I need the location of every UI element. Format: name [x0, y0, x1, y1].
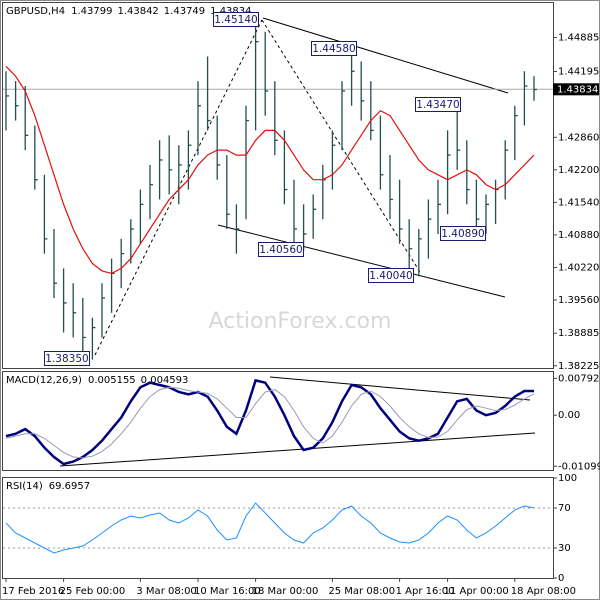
annotation: 1.40890	[440, 226, 486, 241]
annotation: 1.40560	[258, 242, 304, 257]
y-tick-label: 1.40220	[558, 262, 599, 273]
current-price-box	[553, 83, 599, 96]
rsi-panel	[2, 477, 554, 579]
annotation: 1.44580	[311, 41, 357, 56]
header-value: 0.004593	[141, 375, 189, 386]
y-tick-label: 1.44885	[558, 33, 599, 44]
annotation: 1.40040	[368, 268, 414, 283]
y-tick-label: 1.41540	[558, 197, 599, 208]
annotation: 1.38350	[44, 351, 90, 366]
series-line	[5, 502, 535, 554]
annotations: 1.45140 1.44580 1.43470 1.40560 1.40040 …	[44, 12, 486, 366]
y-tick-label: 0.007924	[558, 373, 600, 384]
x-tick-label: 25 Mar 08:00	[328, 586, 395, 597]
header-value: 1.43799	[71, 6, 112, 17]
annotation-label: 1.40040	[369, 270, 412, 282]
header-value: 1.43749	[164, 6, 205, 17]
y-tick-label: 30	[558, 543, 571, 554]
moving-average	[5, 65, 535, 275]
panel-title: MACD(12,26,9)	[6, 375, 82, 386]
panel-title: GBPUSD,H4	[6, 6, 65, 17]
trend-line	[59, 432, 536, 467]
price-panel	[2, 2, 554, 369]
x-tick-label: 3 Mar 08:00	[136, 586, 196, 597]
y-tick-label: 0	[558, 573, 564, 584]
annotation-label: 1.40560	[259, 244, 302, 256]
x-tick-label: 11 Apr 00:00	[444, 586, 509, 597]
trend-line	[261, 19, 421, 273]
y-tick-label: -0.010996	[558, 461, 600, 472]
header-value: 0.005155	[88, 375, 136, 386]
annotation-label: 1.45140	[214, 14, 257, 26]
trend-line	[217, 224, 506, 298]
annotation: 1.45140	[213, 12, 259, 27]
annotation-label: 1.43470	[416, 99, 459, 111]
y-tick-label: 1.38885	[558, 328, 599, 339]
trend-line	[262, 17, 509, 94]
header-value: 1.43834	[210, 6, 251, 17]
series-line	[5, 386, 535, 459]
x-tick-label: 10 Mar 16:00	[194, 586, 261, 597]
current-price-label: 1.43834	[557, 84, 598, 95]
annotation-label: 1.44580	[312, 43, 355, 55]
x-tick-label: 17 Feb 2016	[2, 586, 64, 597]
x-tick-label: 18 Apr 08:00	[511, 586, 576, 597]
y-tick-label: 1.39560	[558, 295, 599, 306]
trend-line	[269, 376, 531, 401]
annotation-label: 1.38350	[45, 353, 88, 365]
header-value: 69.6957	[49, 481, 90, 492]
annotation: 1.43470	[415, 97, 461, 112]
y-tick-label: 100	[558, 473, 577, 484]
y-tick-label: 1.44195	[558, 67, 599, 78]
x-tick-label: 1 Apr 16:00	[396, 586, 455, 597]
macd-panel	[2, 371, 554, 471]
header-value: 1.43842	[117, 6, 158, 17]
y-tick-label: 1.42860	[558, 132, 599, 143]
watermark: ActionForex.com	[209, 309, 392, 334]
annotation-label: 1.40890	[441, 228, 484, 240]
series-line	[5, 378, 534, 466]
y-tick-label: 70	[558, 503, 571, 514]
y-tick-label: 1.38225	[558, 361, 599, 372]
y-tick-label: 1.40880	[558, 230, 599, 241]
y-tick-label: 0.00	[558, 410, 580, 421]
panel-title: RSI(14)	[6, 481, 43, 492]
x-tick-label: 18 Mar 00:00	[252, 586, 319, 597]
y-tick-label: 1.42200	[558, 165, 599, 176]
x-tick-label: 25 Feb 00:00	[60, 586, 126, 597]
